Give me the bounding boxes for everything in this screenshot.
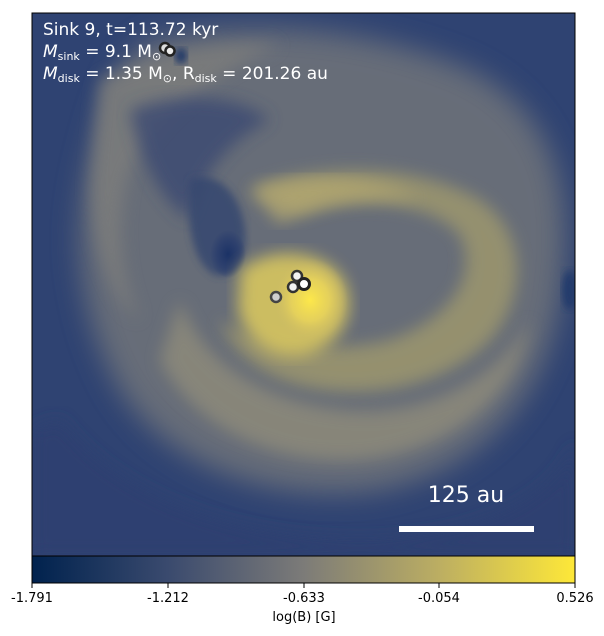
- colorbar-tick-label: -0.633: [283, 591, 325, 606]
- sink-particle: [297, 277, 311, 291]
- colorbar-tick-label: -0.054: [418, 591, 460, 606]
- sink-particle: [269, 290, 283, 304]
- sink-mass: Msink = 9.1 M⊙: [43, 42, 162, 63]
- scale-bar-label: 125 au: [427, 483, 505, 508]
- colorbar-tick-label: -1.212: [147, 591, 189, 606]
- disk-properties: Mdisk = 1.35 M⊙, Rdisk = 201.26 au: [43, 64, 328, 85]
- field-map: [32, 13, 575, 556]
- colorbar-tick-label: -1.791: [11, 591, 53, 606]
- scale-bar: [399, 526, 534, 532]
- colorbar: [31, 555, 576, 584]
- sink-particle: [286, 280, 300, 294]
- colorbar-ticks: [31, 583, 576, 588]
- colorbar-label: log(B) [G]: [272, 610, 336, 625]
- colorbar-tick-label: 0.526: [556, 591, 594, 606]
- sink-particle: [290, 269, 304, 283]
- sink-particle: [164, 45, 176, 57]
- sink-particles: [158, 41, 311, 304]
- panel-title: Sink 9, t=113.72 kyr: [43, 20, 219, 40]
